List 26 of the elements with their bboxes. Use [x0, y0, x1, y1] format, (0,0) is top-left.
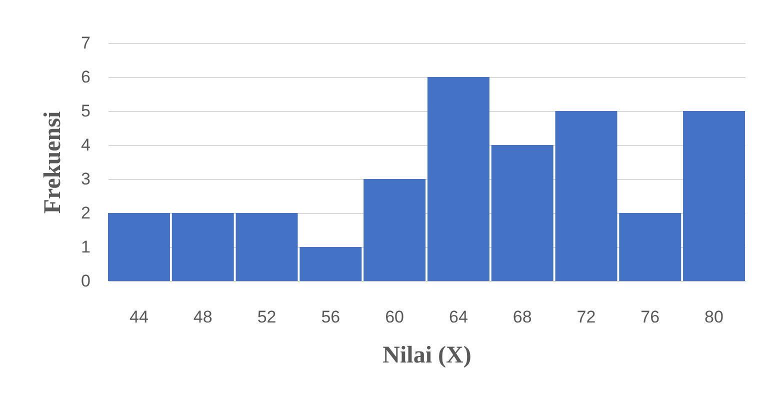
y-tick-label: 0 [81, 272, 90, 290]
y-tick-label: 6 [81, 68, 90, 86]
bar [427, 77, 490, 281]
bar [619, 213, 682, 281]
x-tick-label: 76 [640, 308, 660, 326]
x-tick-label: 68 [512, 308, 532, 326]
x-tick-label: 64 [448, 308, 468, 326]
bar [172, 213, 234, 281]
x-tick-label: 72 [576, 308, 596, 326]
x-tick-label: 52 [257, 308, 276, 326]
y-tick-label: 5 [81, 102, 90, 120]
y-tick-label: 1 [81, 238, 90, 256]
bar [108, 213, 170, 281]
x-tick-label: 44 [130, 308, 148, 326]
y-tick-label: 3 [81, 170, 90, 188]
x-tick-label: 60 [385, 308, 404, 326]
y-tick-label: 4 [81, 136, 90, 154]
bar [683, 111, 745, 281]
y-tick-label: 2 [81, 204, 90, 222]
x-tick-label: 48 [193, 308, 212, 326]
x-axis-title: Nilai (X) [382, 342, 472, 368]
y-tick-label: 7 [81, 34, 90, 52]
y-axis-title: Frekuensi [40, 111, 66, 214]
x-tick-label: 56 [321, 308, 340, 326]
x-tick-label: 80 [704, 308, 724, 326]
bar [364, 179, 426, 281]
